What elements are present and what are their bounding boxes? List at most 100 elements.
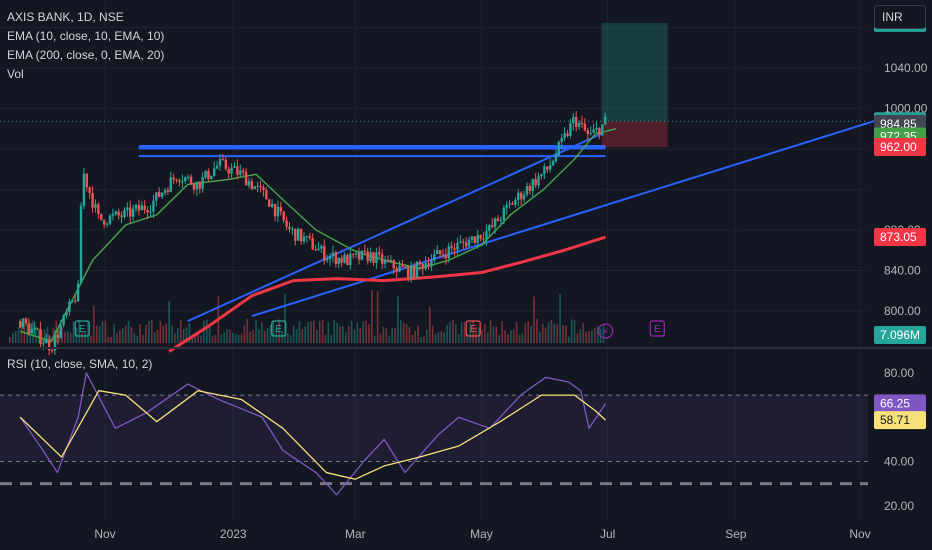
volume-bar <box>52 327 55 343</box>
volume-bar <box>9 336 11 343</box>
candle-body <box>268 199 271 207</box>
candle-body <box>325 258 329 261</box>
candle-body <box>476 234 479 243</box>
rsi-band <box>0 395 868 462</box>
price-tick: 840.00 <box>884 264 921 278</box>
candle-body <box>554 154 558 162</box>
candle-body <box>502 207 506 221</box>
volume-bar <box>324 334 327 343</box>
volume-bar <box>260 322 263 343</box>
candle-body <box>198 181 201 189</box>
volume-bar <box>246 319 249 343</box>
volume-bar <box>107 336 110 343</box>
volume-bar <box>116 332 118 343</box>
ema-long-line <box>168 235 607 353</box>
volume-bar <box>576 333 579 343</box>
candle-body <box>522 194 526 200</box>
candle-body <box>438 250 442 254</box>
price-label: 962.00 <box>880 140 917 154</box>
candle-body <box>294 228 297 241</box>
candle-body <box>175 179 178 181</box>
volume-bar <box>43 329 46 343</box>
price-tick: 800.00 <box>884 304 921 318</box>
volume-bar <box>417 325 419 343</box>
volume-bar <box>353 329 356 343</box>
volume-bar <box>414 330 417 343</box>
volume-bar <box>457 334 460 343</box>
volume-bar <box>504 330 506 343</box>
candle-body <box>308 236 311 238</box>
volume-bar <box>234 334 237 343</box>
volume-bar <box>156 329 159 343</box>
drawing-zones[interactable] <box>138 22 668 158</box>
time-tick: May <box>470 527 493 541</box>
volume-bar <box>205 319 208 343</box>
symbol-title[interactable]: AXIS BANK, 1D, NSE <box>7 10 124 24</box>
candle-body <box>299 228 303 242</box>
candle-body <box>131 208 135 217</box>
candle-body <box>505 204 508 208</box>
candle-body <box>123 210 126 217</box>
volume-bar <box>229 329 231 343</box>
candle-body <box>482 238 485 240</box>
candle-body <box>418 261 422 265</box>
trendline <box>187 132 602 323</box>
volume-bar <box>602 325 605 343</box>
candle-body <box>548 165 552 170</box>
volume-bar <box>385 328 388 343</box>
volume-bar <box>573 320 576 343</box>
candle-body <box>337 257 340 265</box>
volume-bar <box>330 334 333 343</box>
volume-bar <box>148 321 150 343</box>
volume-bar <box>423 336 425 343</box>
candle-body <box>557 141 561 155</box>
volume-bar <box>281 330 283 343</box>
candle-body <box>259 185 262 188</box>
candle-body <box>595 127 598 130</box>
volume-bar <box>501 321 503 343</box>
event-markers[interactable]: E E E E ⚡ <box>74 320 665 339</box>
volume-bar <box>200 335 202 343</box>
volume-bar <box>475 326 477 343</box>
indicator-lines <box>19 111 902 353</box>
rsi-pane <box>0 347 932 496</box>
ema-short-legend[interactable]: EMA (10, close, 10, EMA, 10) <box>7 29 165 43</box>
candle-body <box>117 211 120 216</box>
candle-body <box>215 165 219 169</box>
volume-bar <box>339 326 341 343</box>
candle-body <box>62 315 65 326</box>
candle-body <box>444 254 448 259</box>
earnings-marker <box>271 320 287 337</box>
ema-long-legend[interactable]: EMA (200, close, 0, EMA, 20) <box>7 48 165 62</box>
volume-bar <box>394 327 396 343</box>
volume-legend[interactable]: Vol <box>7 67 24 81</box>
volume-bar <box>443 332 446 343</box>
candle-body <box>415 261 419 277</box>
volume-bar <box>23 324 26 343</box>
currency-selector[interactable]: INR <box>874 5 926 29</box>
volume-bar <box>547 322 550 343</box>
volume-bar <box>371 289 373 343</box>
earnings-marker-label: E <box>470 324 477 335</box>
candle-body <box>105 223 109 225</box>
candle-body <box>140 205 144 211</box>
dividend-icon <box>597 323 614 339</box>
volume-bar <box>515 321 518 343</box>
candle-body <box>250 181 254 189</box>
earnings-marker <box>649 320 665 337</box>
rsi-legend[interactable]: RSI (10, close, SMA, 10, 2) <box>7 357 153 371</box>
volume-bar <box>579 329 582 343</box>
candle-body <box>343 254 346 263</box>
volume-bar <box>455 324 457 343</box>
volume-bar <box>208 326 211 343</box>
candle-body <box>114 211 117 215</box>
volume-bar <box>431 325 434 343</box>
candle-body <box>511 203 514 205</box>
candle-body <box>493 218 497 227</box>
candle-body <box>401 265 404 268</box>
candle-body <box>447 246 450 259</box>
candle-body <box>50 350 54 352</box>
candle-body <box>404 267 407 269</box>
volume-bar <box>64 331 66 343</box>
